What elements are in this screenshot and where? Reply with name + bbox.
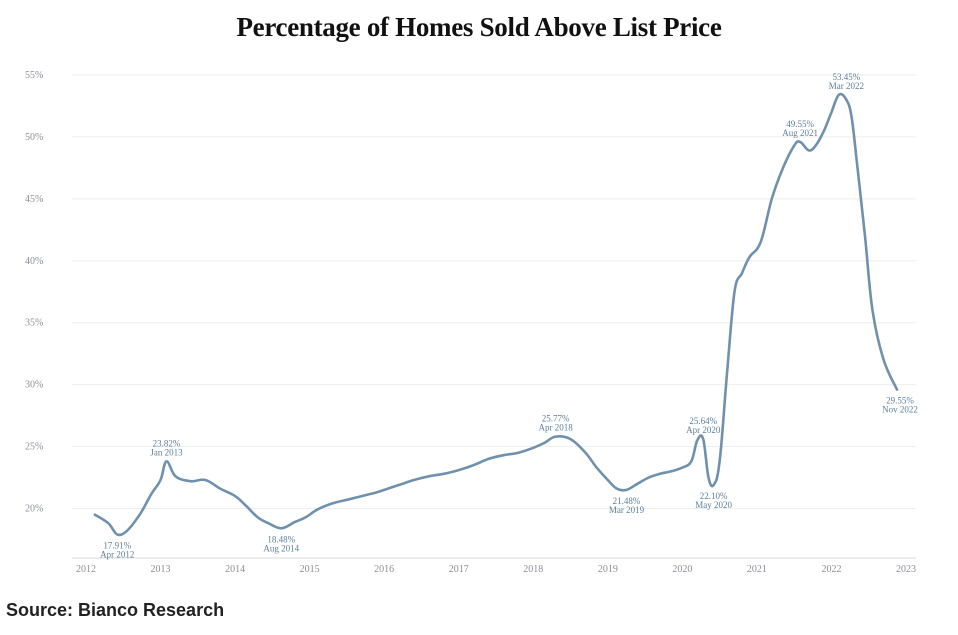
annotation-date: Mar 2022 — [829, 81, 864, 91]
y-tick-label: 30% — [25, 380, 43, 391]
annotation-value: 25.77% — [542, 414, 570, 424]
chart-title: Percentage of Homes Sold Above List Pric… — [236, 12, 722, 42]
y-tick-label: 20% — [25, 503, 43, 514]
annotation-value: 21.48% — [613, 496, 641, 506]
axis-ticks: 20% 25% 30% 35% 40% 45% 50% 55% 2012 2013 2014 2015… — [25, 70, 916, 575]
series-line — [93, 92, 899, 537]
annotation-date: Mar 2019 — [609, 505, 645, 515]
annotation-value: 17.91% — [103, 540, 131, 550]
y-tick-label: 55% — [25, 70, 43, 81]
x-tick-label: 2019 — [598, 564, 618, 575]
annotation-value: 53.45% — [832, 72, 860, 82]
y-tick-label: 40% — [25, 256, 43, 267]
x-tick-label: 2015 — [300, 564, 320, 575]
annotation-value: 18.48% — [267, 534, 295, 544]
annotation-date: Apr 2020 — [686, 425, 721, 435]
annotation-value: 23.82% — [153, 438, 181, 448]
source-note: Source: Bianco Research — [6, 600, 225, 620]
annotation-value: 22.10% — [700, 491, 728, 501]
x-tick-label: 2022 — [821, 564, 841, 575]
annotation-date: Jan 2013 — [150, 447, 183, 457]
annotation-value: 49.55% — [786, 119, 814, 129]
x-tick-label: 2012 — [76, 564, 96, 575]
x-tick-label: 2023 — [896, 564, 916, 575]
annotation-value: 25.64% — [689, 416, 717, 426]
x-tick-label: 2021 — [747, 564, 767, 575]
y-tick-label: 50% — [25, 132, 43, 143]
annotation-date: May 2020 — [695, 500, 732, 510]
x-tick-label: 2016 — [374, 564, 394, 575]
gridlines — [72, 74, 916, 559]
x-tick-label: 2018 — [523, 564, 543, 575]
annotation-value: 29.55% — [886, 396, 914, 406]
x-tick-label: 2014 — [225, 564, 245, 575]
x-tick-label: 2013 — [151, 564, 171, 575]
annotation-date: Apr 2018 — [539, 423, 574, 433]
annotation-date: Aug 2014 — [263, 543, 299, 553]
y-tick-label: 25% — [25, 442, 43, 453]
x-tick-label: 2017 — [449, 564, 469, 575]
x-tick-label: 2020 — [672, 564, 692, 575]
y-tick-label: 35% — [25, 318, 43, 329]
annotation-date: Aug 2021 — [782, 128, 818, 138]
annotation-date: Apr 2012 — [100, 549, 134, 559]
y-tick-label: 45% — [25, 194, 43, 205]
annotation-date: Nov 2022 — [882, 405, 918, 415]
